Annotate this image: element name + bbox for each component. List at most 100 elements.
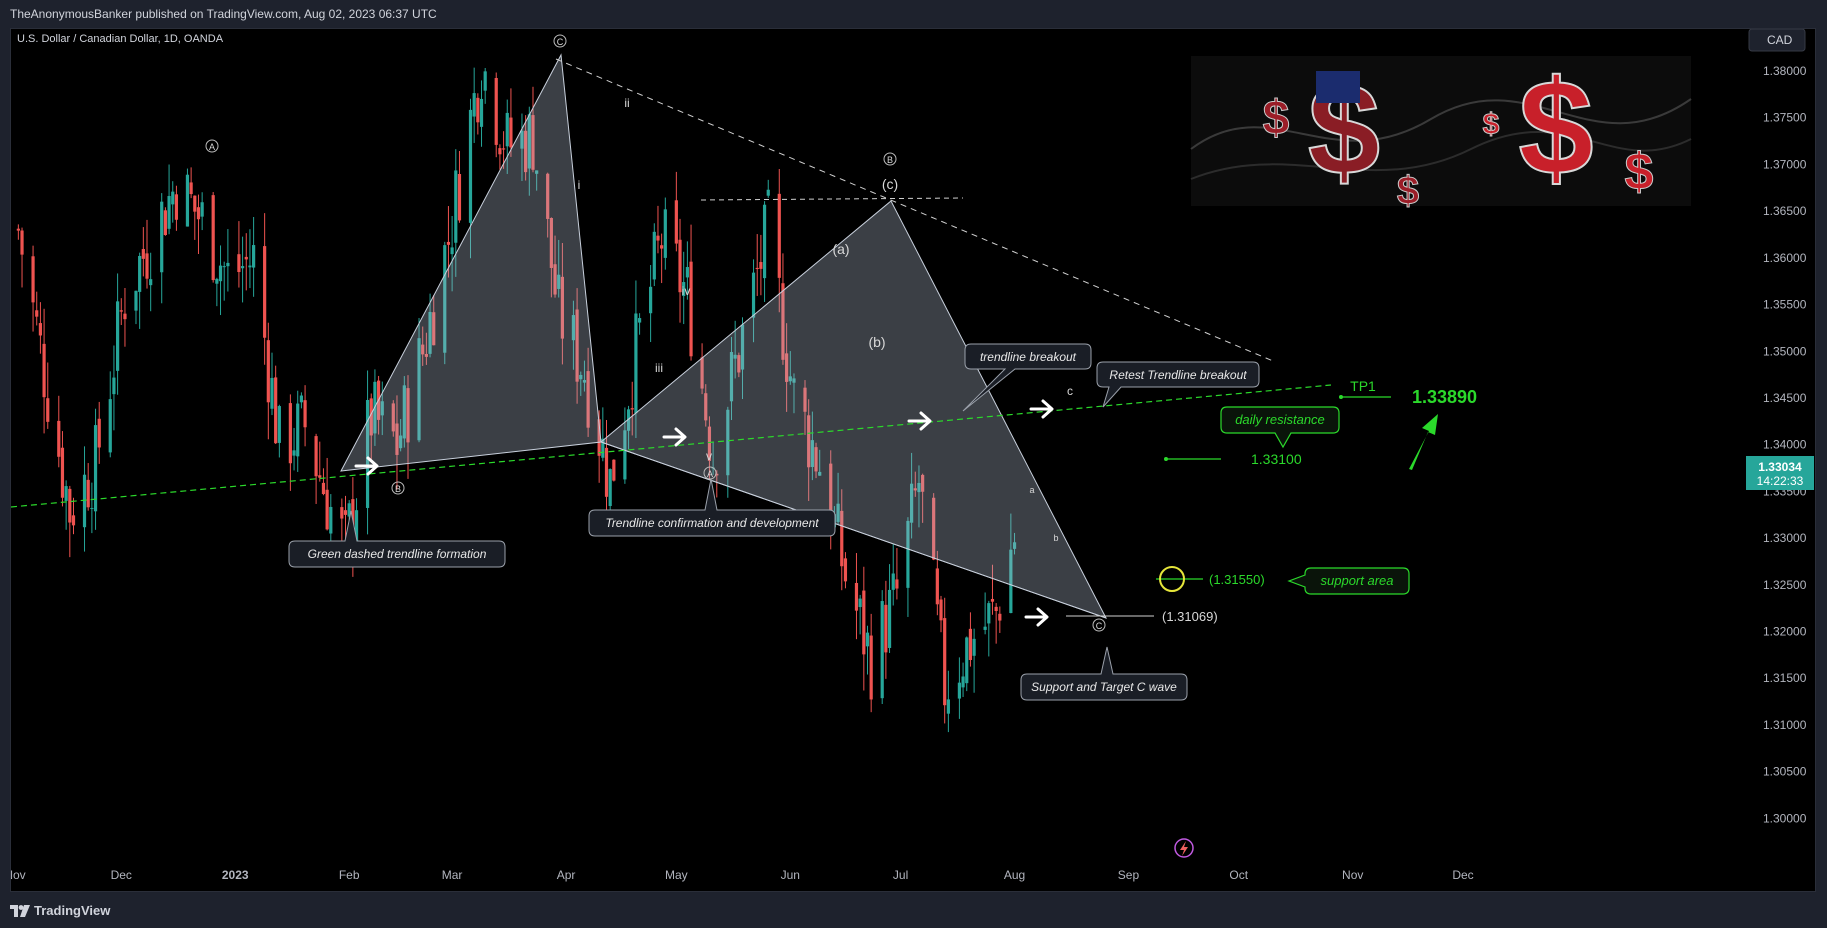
candle-body: [818, 471, 822, 476]
wave-b: (b): [868, 334, 885, 350]
candle-body: [277, 406, 281, 443]
candle-body: [549, 218, 553, 268]
candle-body: [325, 489, 329, 530]
time-axis[interactable]: Nov Dec 2023 Feb Mar Apr May Jun Jul Aug Sep Oct Nov…: [4, 868, 1474, 882]
candle-body: [347, 503, 351, 517]
candle-body: [138, 255, 142, 292]
resistance-price: 1.33100: [1251, 451, 1302, 467]
candle-body: [990, 598, 995, 602]
candle-body: [913, 488, 917, 491]
callout-breakout: [962, 343, 1092, 412]
candle-body: [935, 568, 939, 605]
candle-body: [932, 497, 936, 560]
resistance-dot: [1164, 457, 1168, 461]
candle-body: [380, 401, 384, 416]
price-tick-label: 1.37500: [1763, 111, 1807, 125]
dollar-sign-canada-icon: $: [1518, 52, 1593, 203]
candle-body: [237, 254, 241, 273]
candle-body: [715, 473, 719, 476]
candle-body: [248, 265, 252, 268]
candle-body: [193, 195, 197, 212]
callout-support-area-text: support area: [1321, 573, 1394, 588]
time-tick-label: Feb: [339, 868, 360, 882]
candle-body: [35, 310, 39, 317]
candle-body: [788, 376, 792, 382]
callout-green-trendline: [288, 510, 506, 568]
wave-iv: iv: [682, 284, 691, 298]
candle-body: [64, 486, 68, 501]
candle-body: [263, 246, 267, 338]
candle-body: [887, 589, 892, 648]
candle-body: [865, 632, 870, 647]
callout-retest: [1096, 361, 1260, 408]
candle-body: [836, 503, 840, 522]
price-tick-label: 1.38000: [1763, 64, 1807, 78]
candle-body: [340, 507, 344, 519]
chart-frame[interactable]: Green dashed trendline formation Trendli…: [4, 28, 1816, 892]
candle-body: [652, 231, 656, 280]
callout-support-c: [1020, 646, 1188, 701]
candle-body: [946, 699, 950, 714]
currency-badge[interactable]: [1748, 28, 1806, 52]
candle-body: [20, 230, 24, 255]
candles-layer: [16, 67, 1017, 733]
candle-body: [729, 352, 734, 402]
last-price-countdown: 14:22:33: [1757, 474, 1804, 488]
candle-body: [858, 598, 862, 608]
candle-body: [218, 265, 223, 282]
wave-v: v: [706, 449, 712, 463]
candle-body: [450, 247, 454, 255]
candle-body: [869, 635, 873, 700]
arrow-right-icon: [662, 427, 687, 447]
candle-body: [785, 353, 789, 382]
candle-body: [649, 286, 653, 314]
price-tick-label: 1.35000: [1763, 344, 1807, 358]
candle-body: [571, 315, 576, 341]
candle-body: [766, 189, 770, 196]
candle-body: [38, 323, 43, 336]
candle-body: [689, 261, 693, 357]
candle-body: [998, 613, 1002, 621]
candle-body: [479, 98, 484, 127]
support-price: (1.31550): [1209, 572, 1265, 587]
callout-daily-resistance: [1220, 406, 1340, 449]
tradingview-logo[interactable]: TradingView: [10, 903, 110, 918]
candle-body: [211, 195, 215, 281]
candle-body: [623, 430, 627, 480]
candle-body: [141, 249, 145, 259]
wave-A2: A: [707, 469, 713, 479]
callout-confirmation: [588, 478, 836, 537]
candle-body: [457, 173, 462, 221]
footer-bar: TradingView: [0, 892, 1827, 928]
candle-body: [626, 409, 631, 431]
callout-confirmation-text: Trendline confirmation and development: [605, 516, 819, 530]
candle-body: [428, 311, 432, 354]
wave-labels: A C B A B C ii i iii iv v (a) (b) (c) c …: [205, 34, 1106, 632]
candle-body: [777, 193, 781, 278]
candle-body: [395, 423, 399, 455]
symbol-title: U.S. Dollar / Canadian Dollar, 1D, OANDA: [17, 33, 224, 45]
candle-body: [829, 463, 833, 535]
triangle-1: [340, 53, 602, 472]
lightning-icon[interactable]: [1174, 838, 1194, 858]
price-chart[interactable]: Green dashed trendline formation Trendli…: [4, 28, 1815, 891]
wave-a: (a): [832, 241, 849, 257]
candle-body: [733, 354, 737, 359]
candle-body: [939, 599, 943, 621]
candle-body: [803, 387, 807, 412]
candle-body: [31, 256, 35, 303]
arrow-right-icon: [354, 456, 379, 476]
candle-body: [288, 403, 292, 464]
candle-body: [185, 174, 190, 227]
time-tick-label: Dec: [111, 868, 132, 882]
candle-body: [906, 520, 910, 588]
price-axis[interactable]: 1.38000 1.37500 1.37000 1.36500 1.36000 1.355…: [1763, 64, 1807, 825]
candle-body: [737, 355, 741, 373]
candle-body: [840, 510, 844, 567]
candle-body: [483, 71, 487, 91]
support-highlight-circle: [1159, 566, 1185, 592]
candle-body: [494, 77, 498, 145]
wave-B1: B: [395, 484, 401, 494]
time-tick-label: Jun: [781, 868, 800, 882]
candle-body: [215, 278, 219, 284]
